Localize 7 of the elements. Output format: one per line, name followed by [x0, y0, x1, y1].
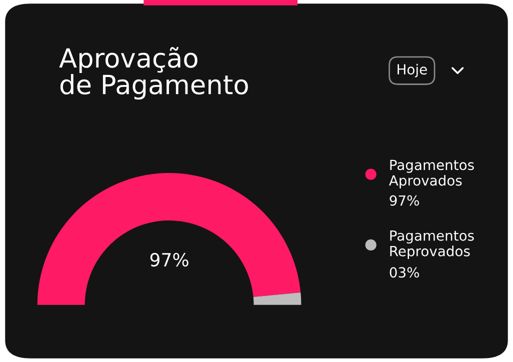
legend-label: Pagamentos Reprovados	[390, 230, 474, 260]
text: Hoje	[398, 64, 427, 78]
legend-label: Pagamentos Aprovados	[389, 160, 474, 188]
data-label: 97%	[390, 195, 420, 206]
data-label: 03%	[390, 267, 420, 278]
text: 97%	[150, 252, 188, 267]
chart-title: Aprovação de Pagamento	[59, 47, 248, 100]
